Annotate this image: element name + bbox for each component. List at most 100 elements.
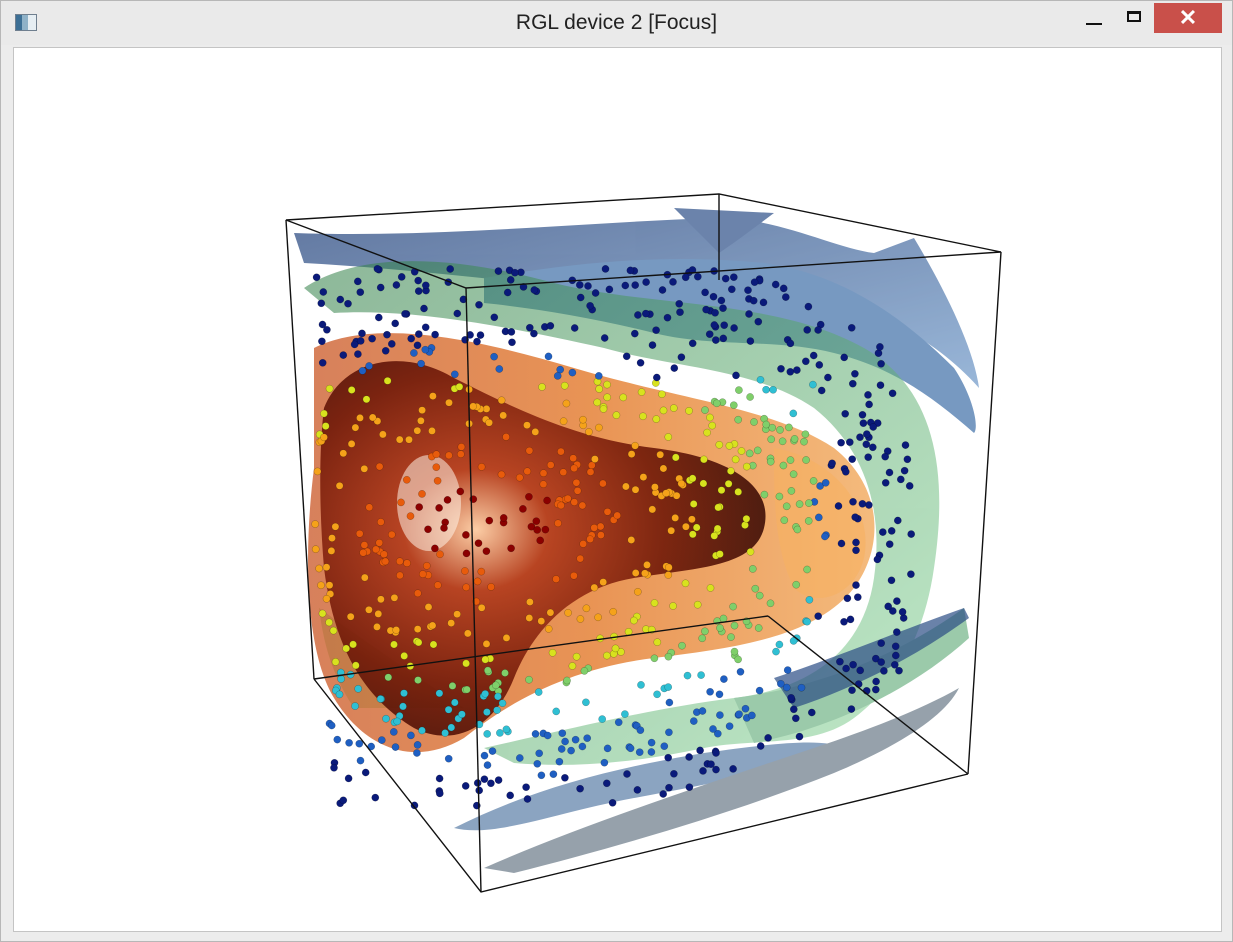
- scatter-point: [602, 779, 611, 788]
- scatter-point: [578, 501, 587, 510]
- scatter-point: [329, 626, 338, 635]
- scatter-point: [435, 689, 444, 698]
- scatter-point: [497, 470, 506, 479]
- scatter-point: [318, 320, 327, 329]
- scatter-point: [444, 754, 453, 763]
- scatter-point: [664, 433, 673, 441]
- scatter-point: [762, 385, 770, 394]
- scatter-point: [729, 765, 737, 773]
- scatter-point: [664, 571, 673, 579]
- scatter-points: [311, 264, 916, 810]
- scatter-point: [576, 554, 585, 563]
- scatter-point: [717, 486, 726, 495]
- scatter-point: [713, 524, 722, 533]
- scatter-point: [392, 626, 401, 634]
- scatter-point: [413, 749, 421, 757]
- scatter-point: [776, 426, 784, 434]
- scatter-point: [786, 339, 795, 348]
- scatter-point: [809, 477, 818, 485]
- scatter-point: [523, 795, 532, 803]
- scatter-point: [502, 725, 511, 734]
- scatter-point: [586, 301, 594, 310]
- scatter-point: [727, 633, 735, 641]
- scatter-point: [626, 266, 635, 275]
- scatter-point: [725, 722, 734, 731]
- scatter-point: [865, 400, 873, 409]
- scatter-point: [377, 736, 386, 744]
- scatter-point: [392, 281, 401, 289]
- scatter-point: [539, 469, 548, 478]
- scatter-point: [312, 273, 321, 282]
- title-bar[interactable]: RGL device 2 [Focus] ✕: [1, 1, 1232, 45]
- scatter-point: [689, 717, 698, 725]
- scatter-point: [755, 686, 764, 695]
- scatter-point: [391, 319, 400, 328]
- rgl-3d-viewport[interactable]: [13, 47, 1222, 932]
- scatter-point: [356, 756, 365, 765]
- maximize-button[interactable]: [1115, 3, 1153, 33]
- scatter-point: [652, 326, 660, 335]
- scatter-point: [636, 726, 645, 735]
- scatter-point: [849, 497, 857, 506]
- scatter-point: [475, 720, 484, 729]
- scatter-point: [769, 385, 777, 394]
- scatter-point: [766, 457, 775, 466]
- scatter-point: [373, 623, 381, 631]
- scatter-point: [575, 281, 584, 289]
- scatter-point: [715, 690, 724, 699]
- scatter-point: [685, 406, 693, 415]
- scatter-point: [501, 669, 509, 677]
- scatter-point: [868, 443, 877, 452]
- scatter-point: [390, 640, 398, 649]
- scatter-point: [450, 370, 459, 379]
- scatter-point: [702, 305, 710, 314]
- scatter-point: [353, 277, 362, 286]
- bounding-box: [285, 193, 1002, 893]
- scatter-point: [498, 699, 507, 708]
- scatter-point: [847, 705, 856, 713]
- scatter-point: [497, 396, 506, 405]
- scatter-point: [579, 540, 588, 548]
- scatter-point: [659, 464, 668, 473]
- scatter-point: [858, 410, 867, 419]
- scatter-point: [699, 767, 707, 775]
- scatter-point: [499, 514, 508, 522]
- scatter-point: [677, 479, 686, 488]
- scatter-point: [609, 607, 618, 616]
- scatter-point: [539, 480, 548, 489]
- scatter-point: [327, 547, 336, 555]
- scatter-point: [586, 535, 594, 544]
- scatter-point: [351, 702, 359, 710]
- scatter-point: [693, 272, 702, 281]
- scatter-point: [737, 447, 746, 455]
- scatter-point: [496, 729, 504, 737]
- scatter-point: [842, 664, 850, 673]
- scatter-point: [485, 418, 493, 427]
- scatter-point: [669, 278, 677, 286]
- scatter-point: [884, 602, 893, 611]
- scatter-point: [756, 375, 765, 384]
- scatter-point: [601, 265, 610, 273]
- scatter-point: [664, 652, 673, 661]
- close-button[interactable]: ✕: [1154, 3, 1222, 33]
- scatter-point: [433, 581, 442, 590]
- scatter-point: [414, 676, 422, 684]
- scatter-point: [507, 328, 516, 336]
- scatter-point: [726, 467, 735, 475]
- scatter-point: [350, 340, 359, 349]
- scatter-point: [525, 446, 534, 455]
- scatter-point: [724, 479, 733, 488]
- scatter-point: [373, 264, 382, 273]
- scatter-point: [665, 698, 674, 707]
- scatter-point: [787, 487, 796, 495]
- scatter-point: [667, 526, 676, 535]
- scatter-point: [533, 759, 542, 768]
- scatter-point: [431, 330, 439, 339]
- minimize-button[interactable]: [1075, 3, 1113, 33]
- scatter-point: [841, 409, 850, 418]
- scene-canvas[interactable]: [14, 48, 1222, 932]
- scatter-point: [613, 511, 622, 520]
- rgl-app-icon[interactable]: [15, 14, 37, 31]
- scatter-point: [335, 690, 344, 699]
- scatter-point: [648, 505, 657, 514]
